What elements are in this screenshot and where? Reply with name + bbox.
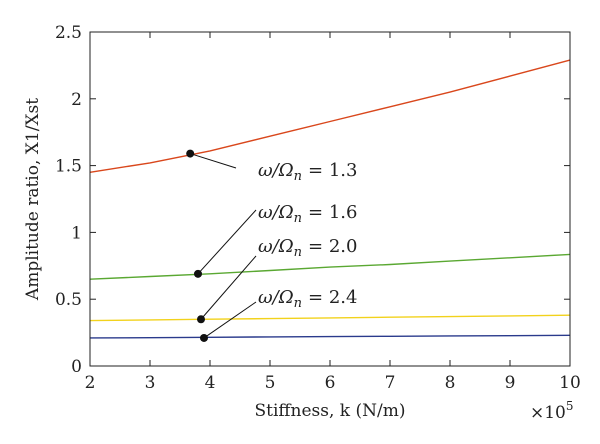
x-tick-label: 7 (385, 373, 396, 393)
x-tick-label: 9 (505, 373, 516, 393)
x-axis-label: Stiffness, k (N/m) (255, 401, 406, 421)
series-label-1: ω/Ωn = 1.6 (258, 202, 357, 226)
x-tick-label: 3 (145, 373, 156, 393)
annotation-leader-2 (200, 255, 257, 320)
x-tick-label: 4 (205, 373, 216, 393)
y-tick-label: 2 (71, 90, 82, 110)
y-axis-label: Amplitude ratio, X1/Xst (23, 98, 43, 301)
y-tick-label: 1 (71, 223, 82, 243)
series-line-2 (89, 314, 571, 322)
annotation-leader-0 (190, 153, 237, 169)
annotation-leader-3 (203, 301, 257, 339)
annotation-marker-3 (200, 333, 208, 342)
x-tick-label: 5 (265, 373, 276, 393)
x-tick-label: 6 (325, 373, 336, 393)
series-layer (89, 59, 571, 339)
y-tick-label: 0.5 (55, 290, 82, 310)
y-tick-label: 1.5 (55, 157, 82, 177)
annotation-leader-1 (197, 209, 257, 275)
series-line-1 (89, 253, 571, 280)
series-line-3 (89, 334, 571, 339)
x-tick-label: 10 (559, 373, 581, 393)
x-multiplier-label: ×105 (530, 399, 574, 423)
y-tick-label: 0 (71, 357, 82, 377)
x-multiplier-exponent: 5 (566, 399, 574, 413)
x-tick-label: 2 (85, 373, 96, 393)
x-multiplier-base: ×10 (530, 403, 566, 423)
annotation-marker-1 (194, 269, 202, 278)
series-line-0 (89, 59, 571, 173)
x-tick-label: 8 (445, 373, 456, 393)
series-label-2: ω/Ωn = 2.0 (258, 236, 357, 260)
annotation-marker-0 (186, 149, 195, 158)
series-label-3: ω/Ωn = 2.4 (258, 287, 357, 311)
y-tick-label: 2.5 (55, 23, 82, 43)
tick-layer: 2 3 4 5 6 7 8 9 10 0 0.5 1 1.5 2 2.5 (55, 23, 581, 393)
annotation-layer: ω/Ωn = 1.3 ω/Ωn = 1.6 ω/Ωn = 2.0 ω/Ωn = 2.4 (186, 149, 357, 342)
series-label-0: ω/Ωn = 1.3 (258, 160, 357, 184)
annotation-marker-2 (197, 315, 205, 324)
